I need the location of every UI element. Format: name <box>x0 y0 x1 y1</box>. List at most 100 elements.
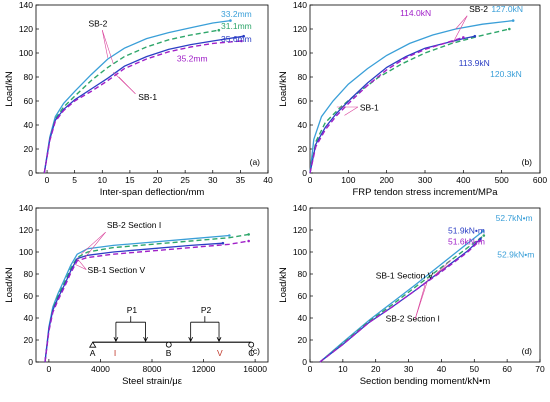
y-tick-label: 40 <box>24 120 34 130</box>
series-line <box>319 230 484 363</box>
annotation: 52.7kN•m <box>496 213 533 223</box>
y-axis-label: Load/kN <box>278 71 289 107</box>
series-end-point <box>247 239 250 243</box>
x-tick-label: 600 <box>533 175 547 185</box>
series-end-point <box>242 34 245 38</box>
series-line <box>44 240 249 363</box>
plot-frame <box>35 4 269 174</box>
y-tick-label: 100 <box>19 48 33 58</box>
y-tick-label: 60 <box>24 291 34 301</box>
x-tick-label: 300 <box>418 175 432 185</box>
y-tick-label: 80 <box>298 72 308 82</box>
series-end-point <box>508 27 511 31</box>
x-tick-label: 60 <box>502 364 512 374</box>
series-end-point <box>473 34 477 38</box>
y-tick-label: 20 <box>298 144 308 154</box>
y-tick-label: 100 <box>19 247 33 257</box>
series-line <box>319 238 481 363</box>
series-end-point <box>247 233 250 236</box>
series-line <box>319 240 480 363</box>
x-tick-label: 70 <box>535 364 545 374</box>
series-line <box>43 35 244 174</box>
annotation: 33.2mm <box>221 9 252 19</box>
y-tick-label: 40 <box>298 120 308 130</box>
label-pointer <box>434 264 449 276</box>
x-tick-label: 400 <box>456 175 470 185</box>
x-tick-label: 30 <box>404 364 414 374</box>
y-tick-label: 20 <box>24 335 34 345</box>
x-tick-label: 0 <box>308 364 313 374</box>
x-tick-label: 0 <box>45 175 50 185</box>
y-tick-label: 60 <box>298 291 308 301</box>
series-end-point <box>217 28 221 32</box>
annotation: SB-1 Section V <box>88 265 146 275</box>
x-tick-label: 35 <box>236 175 246 185</box>
label-pointer <box>118 76 136 95</box>
annotation: 52.9kN•m <box>497 250 534 260</box>
y-tick-label: 0 <box>28 168 33 178</box>
support-roller <box>165 341 172 348</box>
panel-c: 0 4000 8000 12000 16000 0 20 40 60 80 100 120 140 Ste… <box>4 203 269 387</box>
y-tick-label: 120 <box>293 24 307 34</box>
y-axis-label: Load/kN <box>4 267 15 303</box>
series-line <box>309 28 510 174</box>
load-point-arrow <box>216 322 222 343</box>
y-tick-label: 80 <box>298 269 308 279</box>
annotation: 114.0kN <box>400 8 431 18</box>
load-label: P1 <box>127 305 138 315</box>
y-tick-label: 20 <box>298 335 308 345</box>
support-roller <box>248 341 255 348</box>
series-line <box>44 242 223 363</box>
series-end-point <box>479 237 482 241</box>
x-tick-label: 0 <box>47 364 52 374</box>
support-label: C <box>248 348 254 358</box>
x-axis-label: FRP tendon stress increment/MPa <box>352 187 498 198</box>
label-pointer <box>434 259 452 276</box>
series-line <box>309 35 475 174</box>
x-tick-label: 10 <box>98 175 108 185</box>
annotation: SB-2 Section I <box>386 313 440 323</box>
y-tick-label: 100 <box>293 48 307 58</box>
label-pointer <box>74 263 87 270</box>
load-point-arrow <box>188 322 194 343</box>
x-tick-label: 4000 <box>91 364 110 374</box>
series-end-point <box>478 239 481 243</box>
y-tick-label: 20 <box>24 144 34 154</box>
y-tick-label: 120 <box>293 225 307 235</box>
label-pointer <box>77 258 87 270</box>
beam-inset: P1 P2 A B C I V <box>89 305 255 358</box>
annotation: 120.3kN <box>490 69 522 79</box>
label-pointer <box>80 231 106 255</box>
section-label: I <box>114 348 116 358</box>
y-tick-label: 140 <box>293 203 307 213</box>
y-tick-label: 0 <box>302 168 307 178</box>
annotation: 31.1mm <box>221 21 252 31</box>
annotation: 35.2mm <box>177 53 208 63</box>
panel-label: (a) <box>250 157 261 167</box>
y-tick-label: 140 <box>19 203 33 213</box>
annotation: SB-1 Section V <box>376 270 434 280</box>
x-tick-label: 40 <box>263 175 273 185</box>
annotation: SB-1 <box>138 92 157 102</box>
y-tick-label: 80 <box>24 269 34 279</box>
panel-label: (c) <box>250 346 260 356</box>
y-axis-label: Load/kN <box>278 267 289 303</box>
series-line <box>43 19 231 174</box>
load-point-arrow <box>143 322 148 343</box>
annotation: 51.9kN•m <box>448 225 485 235</box>
panel-a: 0 5 10 15 20 25 30 35 40 0 20 40 60 80 100 120 140 Inter-… <box>4 0 273 198</box>
label-pointer <box>102 30 114 64</box>
x-axis-label: Section bending moment/kN•m <box>360 376 491 387</box>
label-pointer <box>101 30 109 58</box>
panel-label: (d) <box>522 346 533 356</box>
panel-b: 0 100 200 300 400 500 600 0 20 40 60 80 100 120 140 FRP… <box>278 0 547 198</box>
y-tick-label: 80 <box>24 72 34 82</box>
series-line <box>309 36 464 174</box>
series-line <box>44 234 230 363</box>
annotation: 51.6kN•m <box>448 236 485 246</box>
label-pointer <box>84 232 106 258</box>
y-tick-label: 140 <box>19 0 33 10</box>
series-end-point <box>511 19 515 22</box>
x-tick-label: 20 <box>371 364 381 374</box>
x-tick-label: 100 <box>341 175 355 185</box>
